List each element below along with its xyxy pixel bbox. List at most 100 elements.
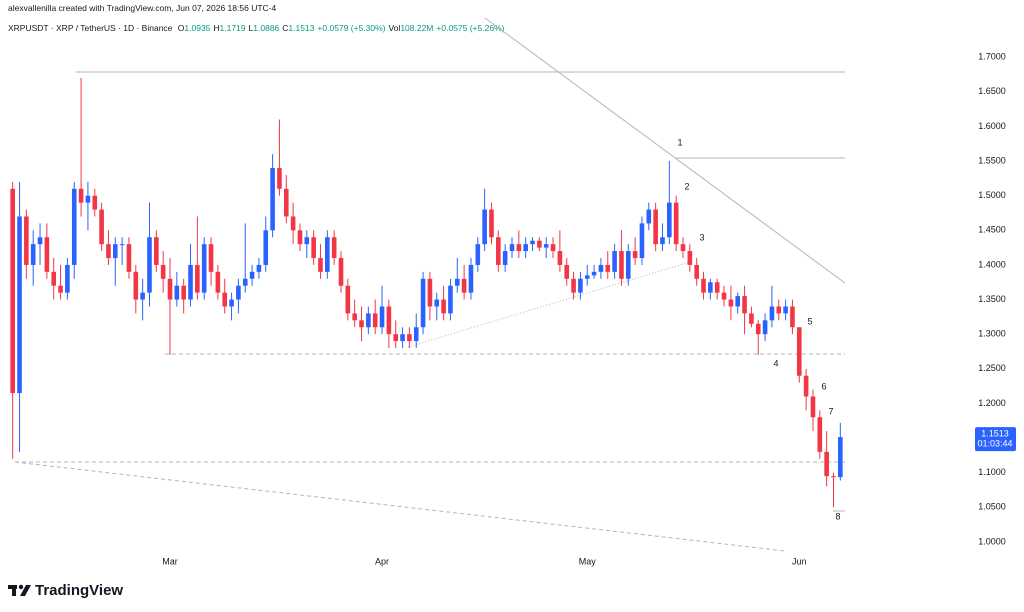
candle <box>516 230 522 259</box>
candle <box>769 285 775 328</box>
candle <box>550 237 556 259</box>
candle-body <box>660 237 665 245</box>
candle-body <box>838 437 843 478</box>
candle-body <box>297 230 303 245</box>
candle-body <box>434 299 440 307</box>
candle <box>605 251 611 279</box>
candle <box>749 306 754 328</box>
candle-body <box>133 271 139 300</box>
candle-body <box>99 209 104 245</box>
candle <box>160 251 166 293</box>
candle <box>147 202 152 307</box>
candle-body <box>749 313 754 324</box>
candle-body <box>372 313 378 328</box>
candle <box>44 223 50 279</box>
candle-body <box>85 195 91 203</box>
candle <box>413 313 419 349</box>
candle-body <box>625 251 631 279</box>
volume: 108.22M <box>400 23 434 33</box>
candle <box>632 237 638 265</box>
candle-body <box>174 285 180 300</box>
candle <box>71 181 77 279</box>
candle-body <box>37 237 43 245</box>
candle <box>523 237 528 259</box>
candle-body <box>420 278 426 328</box>
candle <box>215 264 221 300</box>
candle <box>776 299 782 321</box>
candle-body <box>803 375 809 397</box>
candle <box>571 271 576 300</box>
y-tick-label: 1.2500 <box>978 363 1006 373</box>
x-tick-label: Jun <box>792 556 807 566</box>
candle-body <box>441 299 446 314</box>
candle <box>468 258 474 300</box>
ohlc-value: 1.1513 <box>288 23 315 33</box>
candle-body <box>311 237 316 259</box>
y-tick-label: 1.0000 <box>978 536 1006 546</box>
candle-body <box>584 275 590 279</box>
ohlc-label: C <box>282 23 289 33</box>
volume-change: +0.0575 (+5.26%) <box>436 23 505 33</box>
candle-body <box>454 278 460 286</box>
candle <box>537 237 542 252</box>
candle <box>201 237 207 300</box>
candle-body <box>673 202 679 245</box>
candle-body <box>263 230 269 265</box>
candle-body <box>523 244 528 252</box>
candle-body <box>831 476 836 478</box>
candle-body <box>208 244 214 272</box>
candle-body <box>359 320 364 328</box>
candle-body <box>71 188 77 265</box>
candle <box>65 258 70 300</box>
candle-body <box>735 296 741 307</box>
candle-body <box>44 237 50 272</box>
candle-body <box>680 244 686 252</box>
candle <box>119 237 125 265</box>
candle-body <box>564 264 570 279</box>
candle-body <box>810 396 816 418</box>
legend-row: XRPUSDT · XRP / TetherUS · 1D · Binance … <box>8 23 507 33</box>
candle-body <box>721 292 727 300</box>
candle <box>345 278 351 321</box>
price-label: 1.1513 <box>981 429 1009 439</box>
candle-body <box>10 188 15 394</box>
candle-body <box>468 264 474 293</box>
wave-label: 1 <box>677 137 682 147</box>
y-tick-label: 1.6000 <box>978 121 1006 131</box>
candle-body <box>516 244 522 252</box>
candle <box>714 278 720 300</box>
candle <box>564 258 570 286</box>
candle-body <box>386 306 392 335</box>
candle-body <box>482 209 487 245</box>
price-box <box>975 427 1016 452</box>
wave-label: 5 <box>807 316 812 326</box>
candle-body <box>24 216 29 265</box>
wave-label: 4 <box>773 358 778 368</box>
volume-label: Vol <box>388 23 401 33</box>
candle <box>407 327 412 349</box>
candle <box>448 278 453 321</box>
candle <box>619 230 624 286</box>
candle <box>17 181 22 452</box>
candle <box>338 251 344 293</box>
annotations: 1 2 3 4 5 6 7 8 <box>677 137 840 521</box>
candle-body <box>489 209 494 238</box>
ohlc-label: H <box>213 23 220 33</box>
candle <box>99 202 104 252</box>
candle-body <box>277 168 282 189</box>
candle-body <box>30 244 36 265</box>
candle <box>188 244 193 307</box>
candle-body <box>543 244 549 248</box>
candle <box>372 299 378 335</box>
candle-body <box>530 240 535 245</box>
x-tick-label: May <box>579 556 597 566</box>
candle <box>489 202 494 245</box>
candle-body <box>598 264 604 272</box>
candle-body <box>126 244 132 272</box>
candle-body <box>249 271 255 279</box>
candle-body <box>17 216 22 394</box>
x-tick-label: Mar <box>162 556 178 566</box>
candle-body <box>578 278 583 293</box>
y-tick-label: 1.7000 <box>978 52 1006 62</box>
candle-body <box>331 237 337 259</box>
